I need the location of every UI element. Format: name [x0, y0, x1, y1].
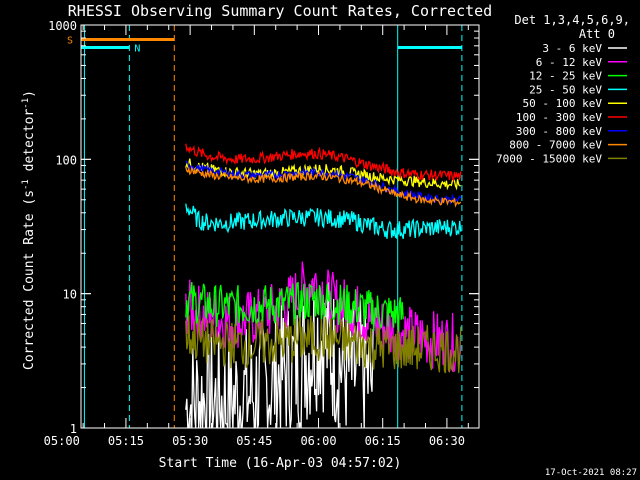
- chart-title: RHESSI Observing Summary Count Rates, Co…: [68, 2, 492, 20]
- y-tick-label-100: 100: [55, 153, 77, 167]
- date-stamp: 17-Oct-2021 08:27: [545, 468, 637, 478]
- x-tick-label-06-30: 06:30: [429, 434, 465, 448]
- y-axis-label-end: ): [22, 90, 37, 98]
- y-tick-label-1000: 1000: [48, 19, 77, 33]
- legend-label-25-50-kev: 25 - 50 keV: [529, 83, 602, 96]
- y-axis-label-mid: detector: [22, 109, 37, 180]
- y-tick-label-1: 1: [70, 422, 77, 436]
- series-100-300-kev: [185, 143, 462, 183]
- y-axis-label-exp1: -1: [21, 179, 31, 190]
- series-25-50-kev: [185, 203, 462, 240]
- x-tick-label-05-15: 05:15: [108, 434, 144, 448]
- data-series: [185, 143, 462, 428]
- plot-frame: [80, 24, 480, 429]
- y-axis-label-exp2: -1: [21, 98, 31, 109]
- legend-label-800-7000-kev: 800 - 7000 keV: [509, 139, 602, 152]
- series-800-7000-kev: [185, 165, 462, 208]
- legend-label-3-6-kev: 3 - 6 keV: [542, 42, 602, 55]
- status-flags: SN: [67, 35, 462, 54]
- x-axis-label: Start Time (16-Apr-03 04:57:02): [159, 456, 402, 471]
- x-tick-label-06-00: 06:00: [300, 434, 336, 448]
- series-12-25-kev: [185, 281, 404, 333]
- legend-label-7000-15000-kev: 7000 - 15000 keV: [496, 152, 602, 165]
- y-axis-ticks: 1 10 100 1000: [48, 19, 479, 436]
- x-tick-label-06-15: 06:15: [365, 434, 401, 448]
- x-tick-label-05-30: 05:30: [172, 434, 208, 448]
- x-tick-label-05-45: 05:45: [236, 434, 272, 448]
- x-axis-ticks: 05:00 05:15 05:30 05:45 06:00 06:15 06:30: [44, 25, 469, 448]
- legend-label-6-12-kev: 6 - 12 keV: [536, 56, 603, 69]
- x-tick-label-05-00: 05:00: [44, 434, 80, 448]
- legend-header-line1: Det 1,3,4,5,6,9,: [514, 13, 630, 27]
- legend-label-12-25-kev: 12 - 25 keV: [529, 70, 602, 83]
- flag-label-n: N: [134, 43, 140, 54]
- y-tick-label-10: 10: [63, 288, 77, 302]
- y-axis-label: Corrected Count Rate (s-1 detector-1): [21, 90, 37, 370]
- legend-label-100-300-kev: 100 - 300 keV: [516, 111, 602, 124]
- legend-header-line2: Att 0: [579, 27, 615, 41]
- flag-label-s: S: [67, 35, 73, 46]
- y-axis-label-main: Corrected Count Rate (s: [22, 190, 37, 370]
- legend-label-300-800-kev: 300 - 800 keV: [516, 125, 602, 138]
- legend-label-50-100-kev: 50 - 100 keV: [523, 97, 603, 110]
- series-7000-15000-kev: [185, 315, 462, 374]
